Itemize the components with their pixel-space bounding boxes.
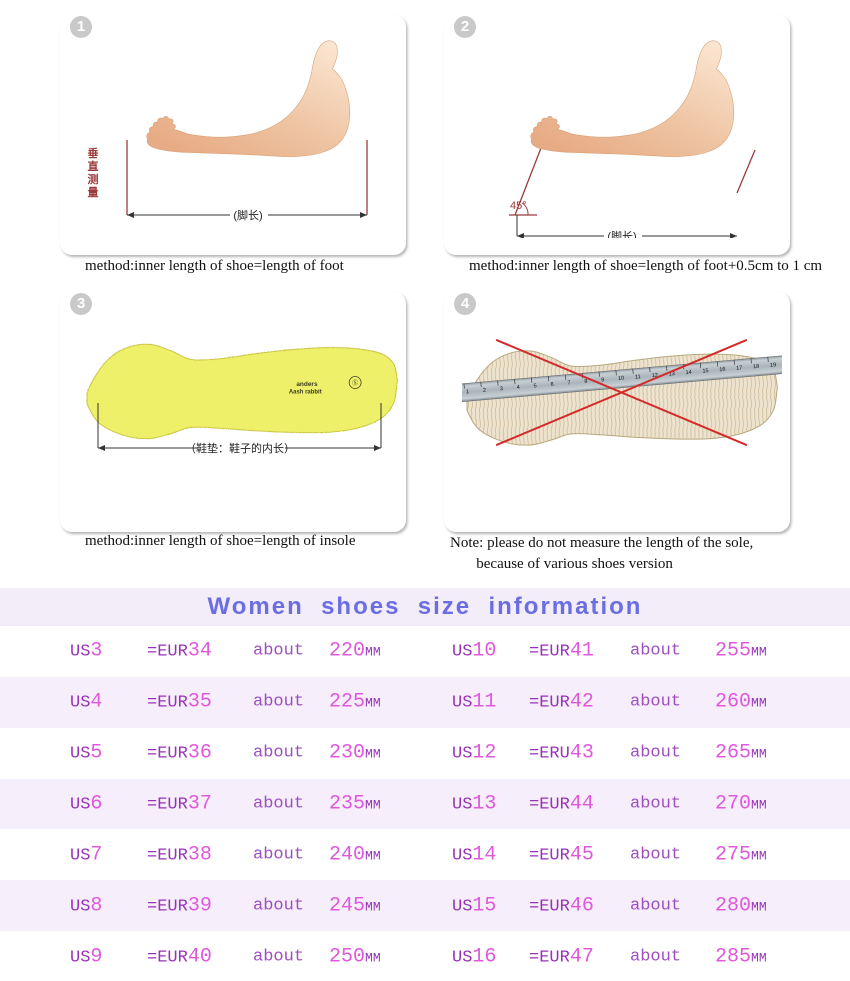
svg-text:4: 4 xyxy=(517,385,521,391)
svg-text:45°: 45° xyxy=(510,200,527,212)
svg-text:8: 8 xyxy=(584,379,588,385)
svg-text:Aash rabbit: Aash rabbit xyxy=(289,389,322,395)
svg-text:16: 16 xyxy=(719,367,726,374)
svg-text:19: 19 xyxy=(770,362,777,369)
svg-text:(脚长): (脚长) xyxy=(233,208,262,222)
svg-text:7: 7 xyxy=(567,380,571,386)
svg-text:18: 18 xyxy=(753,364,760,371)
svg-text:1: 1 xyxy=(466,389,470,395)
svg-text:11: 11 xyxy=(635,374,641,380)
svg-text:17: 17 xyxy=(736,365,743,372)
svg-text:5: 5 xyxy=(533,383,537,389)
svg-text:14: 14 xyxy=(685,370,692,377)
svg-text:15: 15 xyxy=(702,368,709,375)
svg-text:（鞋垫：鞋子的内长）: （鞋垫：鞋子的内长） xyxy=(185,441,295,455)
svg-text:2: 2 xyxy=(483,388,487,394)
svg-text:anders: anders xyxy=(296,381,318,388)
svg-text:9: 9 xyxy=(601,377,605,383)
svg-text:10: 10 xyxy=(618,376,625,383)
svg-text:(脚长): (脚长) xyxy=(607,229,636,238)
svg-text:6: 6 xyxy=(550,382,554,388)
svg-text:3: 3 xyxy=(500,386,504,392)
